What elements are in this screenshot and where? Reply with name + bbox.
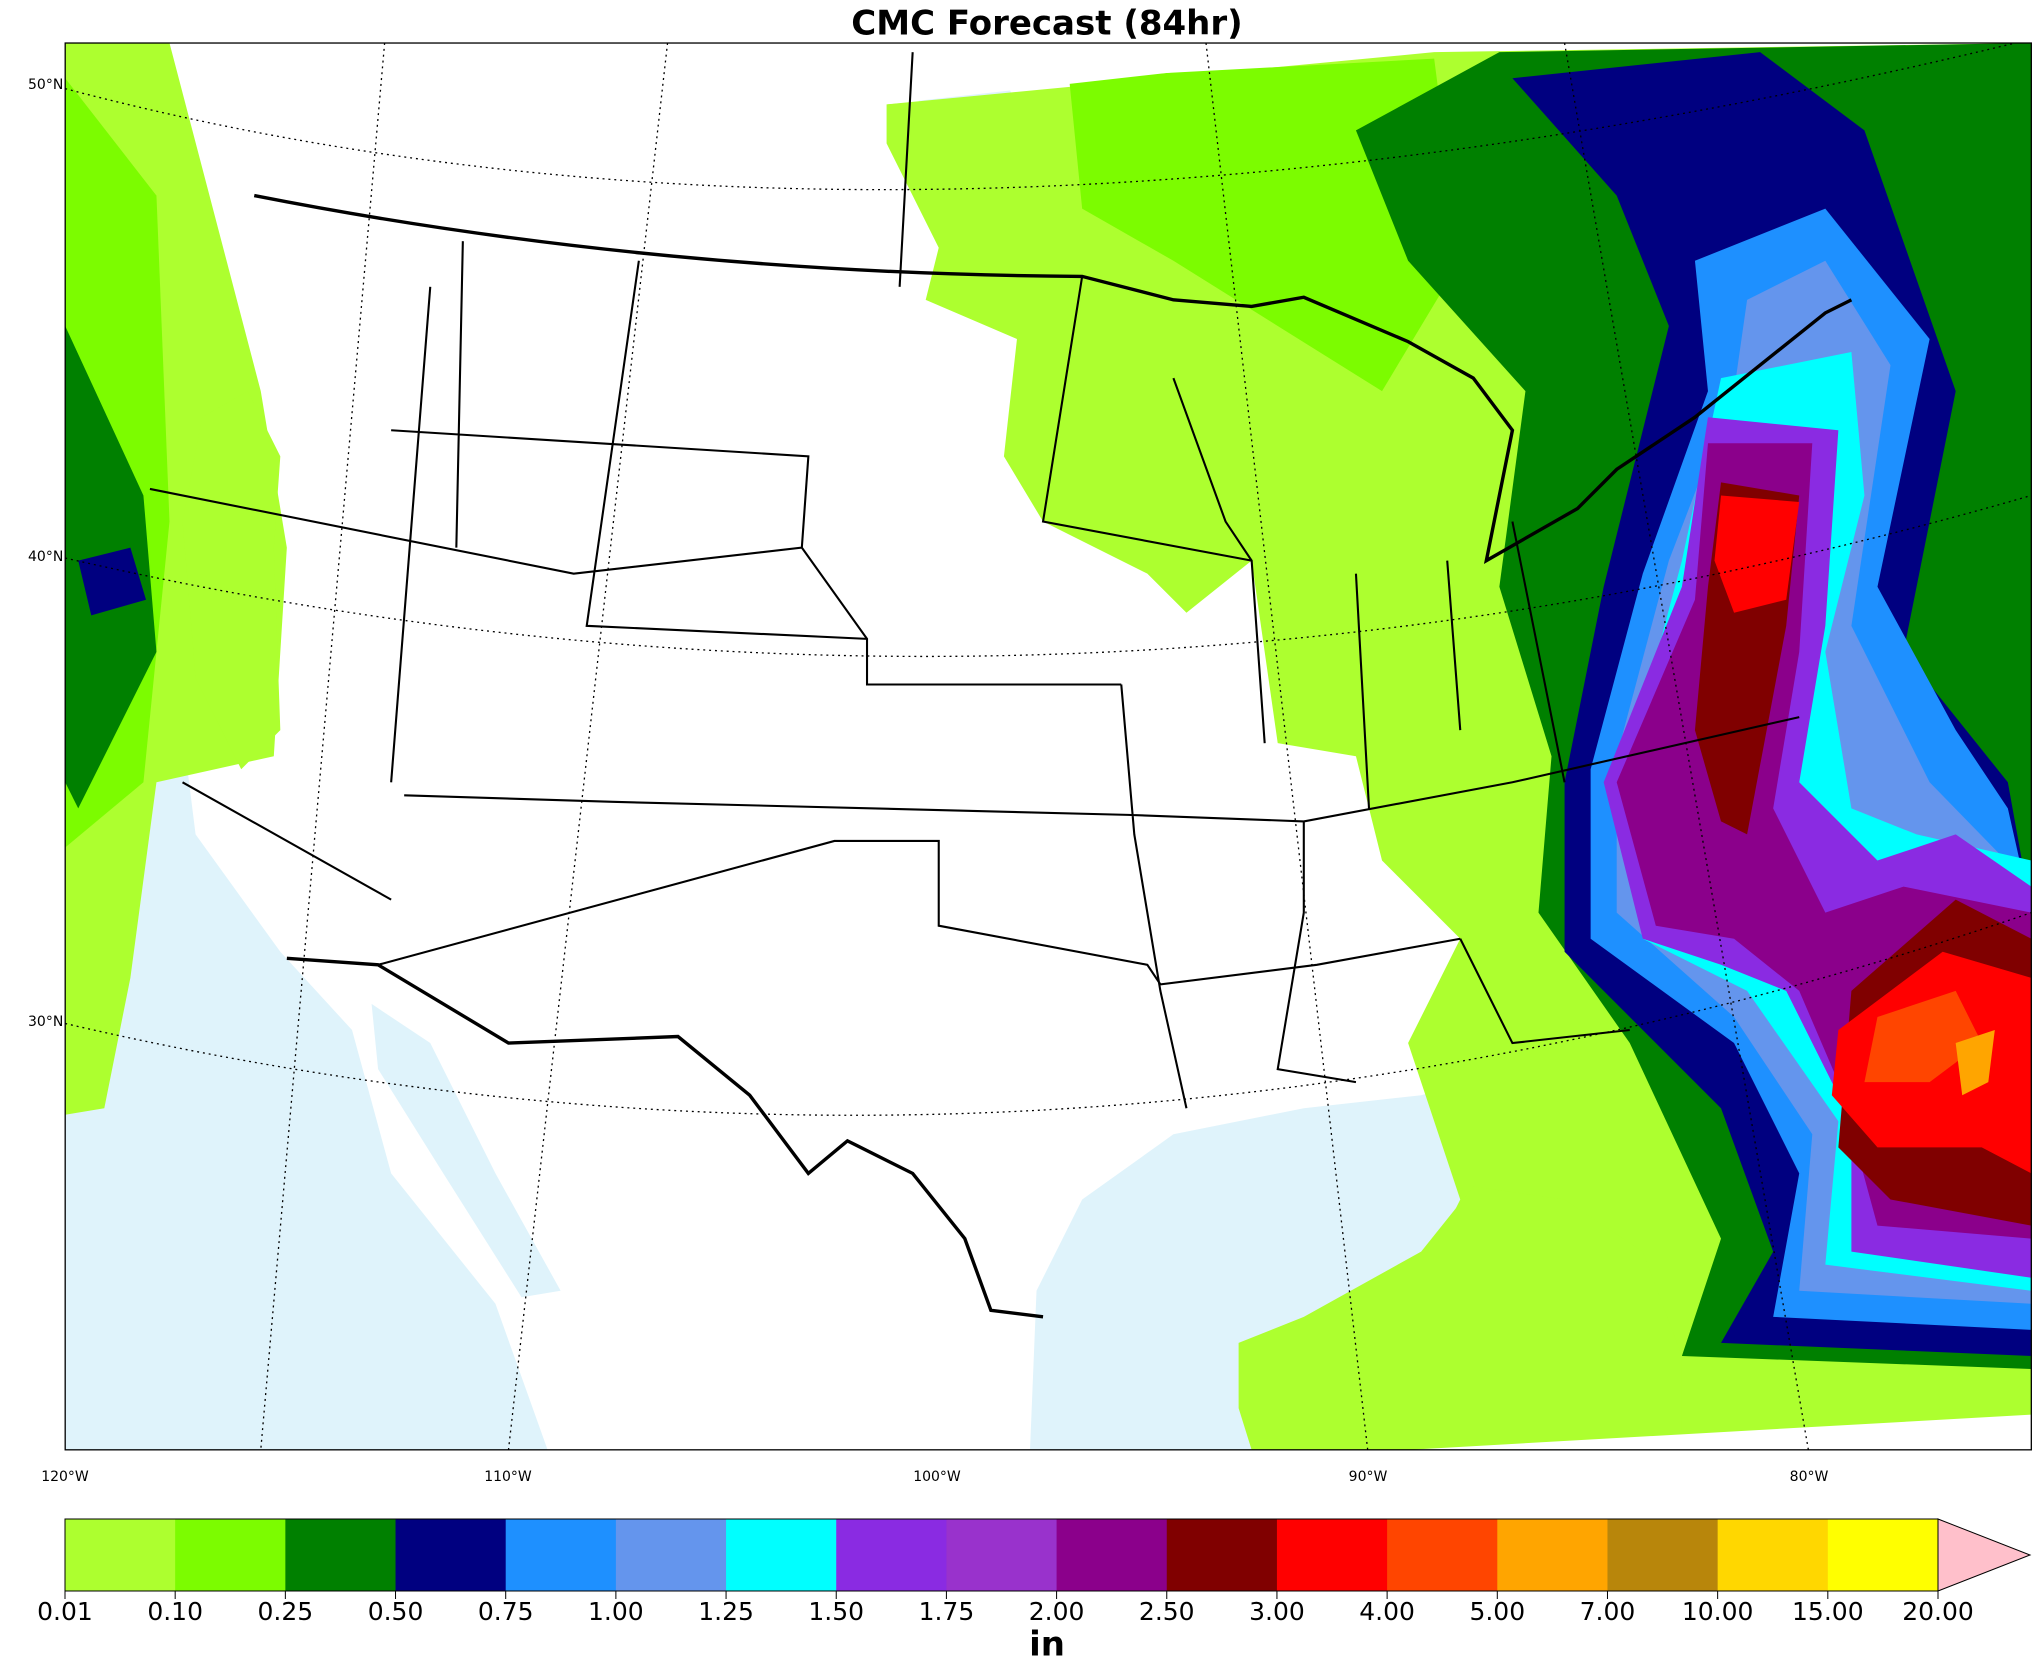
colorbar-segment: [505, 1519, 617, 1591]
colorbar-tick-label: 15.00: [1792, 1597, 1864, 1626]
colorbar-segment: [836, 1519, 947, 1591]
colorbar-segment: [946, 1519, 1058, 1591]
colorbar-tick-label: 3.00: [1249, 1597, 1305, 1626]
colorbar-tick-label: 1.00: [588, 1597, 644, 1626]
colorbar-tick-label: 0.50: [368, 1597, 424, 1626]
precip-area: [182, 391, 281, 770]
border: [286, 956, 1044, 1319]
colorbar-extension: [1937, 1518, 2032, 1592]
border: [149, 52, 1800, 1109]
colorbar-segment: [175, 1519, 286, 1591]
border: [253, 193, 1853, 564]
colorbar-tick-label: 2.00: [1029, 1597, 1085, 1626]
colorbar-tick-label: 0.75: [478, 1597, 534, 1626]
lon-labels: 120°W 110°W 100°W 90°W 80°W: [41, 1469, 1828, 1485]
no-data: [886, 43, 1435, 105]
colorbar-segment: [1607, 1519, 1719, 1591]
colorbar-tick-label: 0.10: [147, 1597, 203, 1626]
precip-area: [1714, 495, 1800, 613]
precip-area: [1955, 1030, 1995, 1096]
title: CMC Forecast (84hr): [851, 4, 1242, 44]
colorbar-tick-label: 5.00: [1469, 1597, 1525, 1626]
colorbar-segment: [1827, 1519, 1939, 1591]
colorbar-tick-label: 0.25: [258, 1597, 314, 1626]
colorbar: 0.01 0.10 0.25 0.50 0.75 1.00 1.25 1.50 1.75 2.00…: [37, 1518, 2032, 1626]
map: [64, 42, 2032, 1451]
lon-label: 110°W: [484, 1469, 532, 1485]
lon-label: 120°W: [41, 1469, 89, 1485]
colorbar-tick-label: 2.50: [1139, 1597, 1195, 1626]
colorbar-segment: [395, 1519, 507, 1591]
colorbar-tick-label: 1.75: [919, 1597, 975, 1626]
map-area: [65, 43, 2032, 1450]
colorbar-label: in: [1029, 1625, 1065, 1665]
colorbar-segment: [1387, 1519, 1498, 1591]
precip-area: [1238, 1186, 1682, 1450]
colorbar-segment: [1166, 1519, 1278, 1591]
colorbar-segment: [285, 1519, 397, 1591]
colorbar-segment: [1717, 1519, 1829, 1591]
lat-label: 50°N: [28, 77, 63, 93]
map-frame: [64, 42, 2032, 1451]
lat-label: 30°N: [28, 1014, 63, 1030]
pacific-ocean: [65, 43, 548, 1450]
colorbar-tick-label: 0.01: [37, 1597, 93, 1626]
precip-area: [1864, 990, 1982, 1083]
colorbar-segment: [1276, 1519, 1388, 1591]
colorbar-frame: [64, 1518, 1939, 1592]
colorbar-segment: [1056, 1519, 1168, 1591]
graticule: [65, 43, 2032, 1450]
no-data: [1408, 1414, 2032, 1450]
colorbar-tick-label: 1.25: [698, 1597, 754, 1626]
colorbar-tick-label: 4.00: [1359, 1597, 1415, 1626]
colorbar-segment: [65, 1519, 176, 1591]
colorbar-tick-label: 20.00: [1902, 1597, 1974, 1626]
colorbar-tick-label: 10.00: [1682, 1597, 1754, 1626]
lat-labels: 50°N 40°N 30°N: [28, 77, 63, 1030]
gulf-of-california: [371, 1003, 561, 1298]
colorbar-tick-label: 7.00: [1580, 1597, 1636, 1626]
lat-label: 40°N: [28, 549, 63, 565]
colorbar-tick-label: 1.50: [808, 1597, 864, 1626]
colorbar-segment: [1497, 1519, 1608, 1591]
lon-label: 90°W: [1349, 1469, 1388, 1485]
colorbar-segment: [615, 1519, 727, 1591]
lon-label: 80°W: [1790, 1469, 1829, 1485]
colorbar-segment: [726, 1519, 837, 1591]
lon-label: 100°W: [913, 1469, 961, 1485]
